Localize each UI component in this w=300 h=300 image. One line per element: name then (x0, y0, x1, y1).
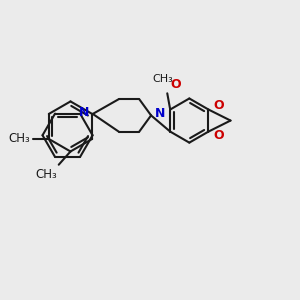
Text: N: N (79, 106, 89, 119)
Text: O: O (214, 100, 224, 112)
Text: O: O (171, 78, 182, 91)
Text: CH₃: CH₃ (152, 74, 173, 84)
Text: O: O (214, 129, 224, 142)
Text: N: N (154, 107, 165, 120)
Text: CH₃: CH₃ (8, 133, 30, 146)
Text: CH₃: CH₃ (35, 168, 57, 181)
